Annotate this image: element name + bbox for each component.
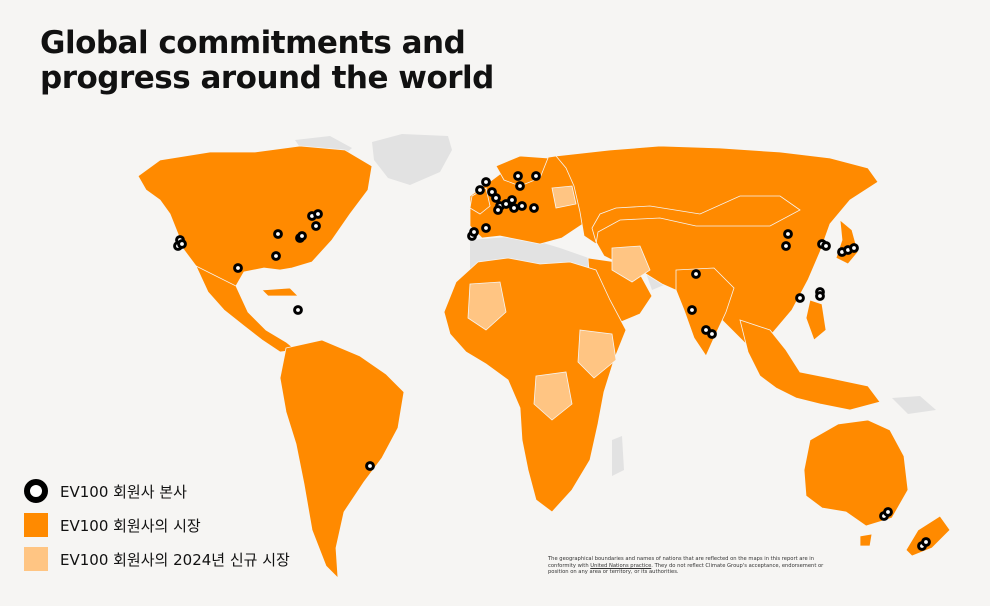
hq-marker <box>311 221 321 231</box>
legend-label-hq: EV100 회원사 본사 <box>60 482 187 501</box>
hq-marker <box>481 177 491 187</box>
hq-marker <box>691 269 701 279</box>
un-practice-link[interactable]: United Nations practice <box>590 562 652 569</box>
hq-marker <box>781 241 791 251</box>
hq-marker <box>883 507 893 517</box>
disclaimer-text-2: . They do not reflect Climate Group's ac… <box>548 562 824 576</box>
north-america <box>137 145 373 297</box>
hq-marker-icon <box>24 479 48 503</box>
hq-marker <box>233 263 243 273</box>
legend-item-new-market: EV100 회원사의 2024년 신규 시장 <box>24 542 290 576</box>
hq-marker <box>849 243 859 253</box>
hq-marker <box>365 461 375 471</box>
hq-marker <box>513 171 523 181</box>
hq-marker <box>509 203 519 213</box>
hq-marker <box>707 329 717 339</box>
hq-marker <box>293 305 303 315</box>
title-line-2: progress around the world <box>40 60 494 96</box>
legend-label-market: EV100 회원사의 시장 <box>60 516 201 535</box>
hq-marker <box>475 185 485 195</box>
hq-marker <box>687 305 697 315</box>
hq-marker <box>491 193 501 203</box>
iran-new <box>611 245 651 283</box>
hq-marker <box>507 195 517 205</box>
eastern-europe-new <box>551 185 577 209</box>
legend-label-new-market: EV100 회원사의 2024년 신규 시장 <box>60 550 290 569</box>
hq-marker <box>517 201 527 211</box>
hq-marker <box>177 239 187 249</box>
hq-marker <box>297 231 307 241</box>
disclaimer-text-1: The geographical boundaries and names of… <box>548 556 815 569</box>
australia <box>803 419 909 527</box>
greenland <box>372 134 452 185</box>
east-africa-new <box>577 329 617 379</box>
india <box>675 267 735 357</box>
japan <box>835 219 859 265</box>
central-africa-new <box>533 371 573 421</box>
hq-marker <box>271 251 281 261</box>
hq-marker <box>515 181 525 191</box>
orange-square-icon <box>24 513 48 537</box>
light-orange-square-icon <box>24 547 48 571</box>
hq-marker <box>815 291 825 301</box>
west-africa-new <box>467 281 507 331</box>
legend-item-hq: EV100 회원사 본사 <box>24 474 290 508</box>
cuba <box>261 287 299 297</box>
hq-marker <box>529 203 539 213</box>
hq-marker <box>783 229 793 239</box>
new-guinea <box>892 396 936 414</box>
hq-marker <box>469 227 479 237</box>
hq-marker <box>795 293 805 303</box>
new-market-regions-2024 <box>467 185 651 421</box>
legend: EV100 회원사 본사 EV100 회원사의 시장 EV100 회원사의 20… <box>24 474 290 576</box>
hq-marker <box>493 205 503 215</box>
southeast-asia <box>739 319 881 411</box>
hq-marker <box>921 537 931 547</box>
hq-markers <box>173 171 931 551</box>
hq-marker <box>313 209 323 219</box>
philippines <box>805 299 827 341</box>
south-america <box>279 339 405 580</box>
hq-marker <box>481 223 491 233</box>
title-line-1: Global commitments and <box>40 25 466 61</box>
hq-marker <box>821 241 831 251</box>
legend-item-market: EV100 회원사의 시장 <box>24 508 290 542</box>
hq-marker <box>531 171 541 181</box>
mexico-central-america <box>195 265 297 353</box>
new-zealand <box>905 515 951 557</box>
page-title: Global commitments and progress around t… <box>40 26 494 96</box>
hq-marker <box>273 229 283 239</box>
map-disclaimer: The geographical boundaries and names of… <box>548 556 838 576</box>
madagascar <box>612 436 624 476</box>
tasmania <box>859 533 873 547</box>
